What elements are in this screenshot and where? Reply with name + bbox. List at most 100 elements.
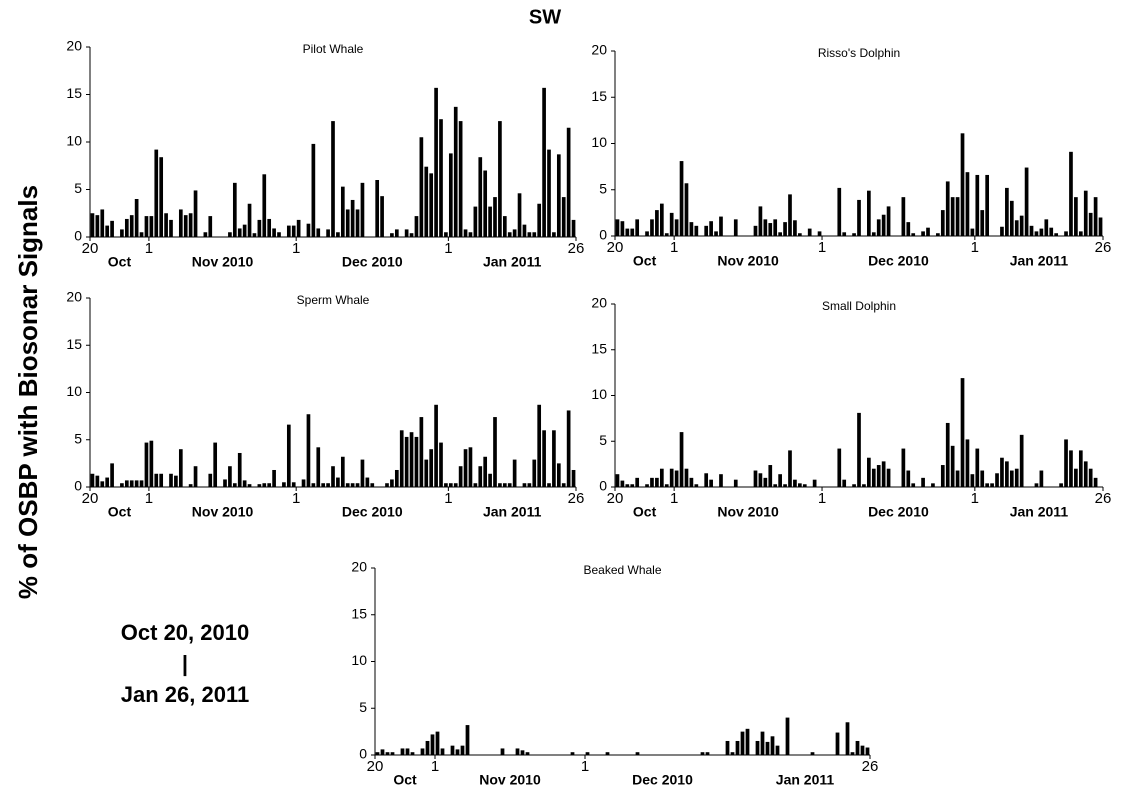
bar — [232, 483, 237, 487]
bar — [730, 752, 735, 755]
bar — [881, 214, 886, 236]
bar — [810, 752, 815, 755]
bar — [434, 404, 438, 487]
bar — [1093, 197, 1098, 236]
bar — [542, 87, 546, 237]
bar — [837, 448, 842, 487]
bar — [755, 740, 760, 755]
bar — [380, 749, 385, 755]
bar — [802, 484, 807, 487]
bar — [1009, 470, 1014, 487]
month-label: Dec 2010 — [632, 772, 693, 788]
bar — [960, 378, 965, 487]
x-tick-label: 26 — [1095, 239, 1112, 256]
bar — [213, 442, 218, 487]
bar — [645, 484, 649, 487]
bar — [375, 752, 380, 755]
bar — [237, 228, 242, 237]
bar — [355, 209, 360, 237]
bar — [139, 480, 144, 487]
y-tick-label: 10 — [351, 652, 367, 668]
bar — [139, 232, 144, 237]
bar — [419, 137, 424, 237]
bar — [552, 430, 556, 487]
bar — [394, 469, 399, 487]
bar — [90, 213, 95, 237]
bar — [498, 483, 502, 487]
bar — [460, 745, 465, 755]
y-tick-label: 10 — [591, 386, 607, 402]
bar — [1044, 219, 1049, 236]
bar — [430, 734, 435, 755]
bar — [414, 436, 419, 487]
bar — [867, 190, 871, 236]
month-label: Dec 2010 — [342, 504, 403, 520]
bar — [512, 459, 517, 487]
bar — [758, 473, 763, 487]
bar — [159, 157, 164, 237]
bar — [763, 477, 768, 487]
bar — [793, 479, 797, 487]
bar — [453, 106, 458, 237]
bar — [267, 218, 272, 237]
bar — [208, 473, 213, 487]
bar — [1019, 215, 1024, 236]
bar — [409, 233, 414, 237]
x-tick-label: 20 — [82, 490, 99, 507]
bar — [659, 468, 664, 487]
bar — [1088, 212, 1093, 236]
x-tick-label: 1 — [670, 239, 678, 256]
bar — [812, 479, 817, 487]
panel: Risso's Dolphin 0 5 10 15 20 20 1 1 1 26 Oct Nov 201… — [591, 42, 1111, 269]
bar — [488, 206, 492, 237]
bar — [100, 481, 105, 487]
bar — [1088, 468, 1093, 487]
bar — [525, 752, 530, 755]
bar — [765, 741, 770, 755]
y-axis-label: % of OSBP with Biosonar Signals — [13, 185, 43, 599]
bar — [375, 180, 380, 237]
bar — [950, 197, 955, 236]
panel-title: Small Dolphin — [822, 299, 896, 313]
bar — [719, 474, 723, 487]
bar — [95, 215, 100, 237]
bar — [473, 483, 478, 487]
bar — [709, 479, 713, 487]
bar — [911, 233, 916, 236]
bar — [674, 219, 679, 236]
panel: Small Dolphin 0 5 10 15 20 20 1 1 1 26 Oct Nov 2010 D… — [591, 295, 1111, 520]
bar — [1019, 434, 1024, 487]
bar — [773, 219, 778, 236]
bar — [556, 463, 561, 487]
bar — [1039, 470, 1044, 487]
x-tick-label: 26 — [862, 758, 879, 775]
bar — [783, 484, 787, 487]
bar — [440, 748, 445, 755]
bar — [635, 752, 640, 755]
bar — [527, 232, 532, 237]
y-tick-label: 20 — [351, 559, 367, 575]
bar — [740, 731, 745, 755]
bar — [414, 216, 419, 237]
bar — [965, 172, 970, 236]
bar — [1069, 151, 1073, 236]
bar — [733, 219, 738, 236]
x-tick-label: 20 — [367, 758, 384, 775]
bar — [763, 219, 768, 236]
bar — [1000, 457, 1004, 487]
bar — [871, 468, 876, 487]
bar — [183, 215, 188, 237]
bar — [390, 752, 395, 755]
bar — [90, 473, 95, 487]
bar — [478, 466, 483, 487]
bar — [860, 745, 865, 755]
bar — [247, 484, 252, 487]
bar — [498, 121, 502, 237]
bar — [450, 745, 455, 755]
bar — [424, 459, 429, 487]
bar — [350, 199, 355, 237]
bar — [512, 229, 517, 237]
bar — [144, 442, 149, 487]
bar — [306, 223, 311, 237]
bar — [527, 483, 532, 487]
